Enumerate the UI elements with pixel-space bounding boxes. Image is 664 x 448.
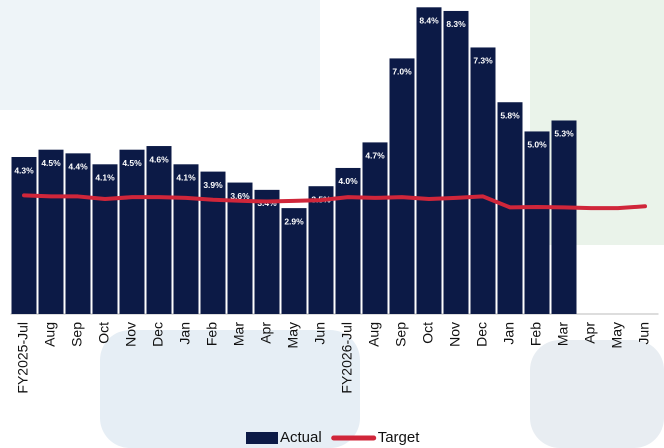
x-tick-label: May — [609, 322, 625, 348]
x-tick-label: Oct — [96, 322, 112, 344]
data-label: 5.0% — [527, 140, 547, 150]
x-tick-label: Feb — [528, 322, 544, 346]
data-label: 2.9% — [284, 216, 304, 226]
background-panel — [100, 330, 360, 448]
bar — [551, 120, 577, 314]
plot-area: 4.3%4.5% 4.4%4.1%4.5% 4.6%4.1%3.9%3.6%3.4%… — [10, 7, 659, 394]
data-label: 4.6% — [149, 154, 169, 164]
data-label: 4.1% — [95, 173, 115, 183]
legend-label: Actual — [280, 429, 322, 446]
data-label: 3.6% — [230, 191, 250, 201]
bar — [416, 7, 442, 314]
x-tick-label: May — [285, 322, 301, 348]
bar — [65, 153, 91, 314]
bar — [308, 186, 334, 314]
bar — [254, 189, 280, 314]
background-panel — [530, 340, 664, 448]
x-tick-label: Oct — [420, 322, 436, 344]
x-tick-label: FY2025-Jul — [15, 322, 31, 394]
data-label: 8.4% — [419, 16, 439, 26]
x-tick-label: Mar — [231, 322, 247, 346]
bar — [92, 164, 118, 314]
bar — [227, 182, 253, 314]
data-label: 8.3% — [446, 19, 466, 29]
x-tick-label: Apr — [582, 322, 598, 344]
bar — [443, 10, 469, 314]
bar — [362, 142, 388, 314]
data-label: 4.7% — [365, 151, 385, 161]
x-tick-label: Mar — [555, 322, 571, 346]
bar — [11, 157, 37, 314]
data-label: 3.9% — [203, 180, 223, 190]
bar — [335, 167, 361, 314]
x-tick-label: Jan — [501, 322, 517, 345]
data-label: 4.5% — [41, 158, 61, 168]
legend-label: Target — [378, 429, 421, 446]
bar — [470, 47, 496, 314]
data-label: 4.5% — [122, 158, 142, 168]
x-tick-label: Jun — [636, 322, 652, 345]
x-tick-label: Dec — [474, 322, 490, 347]
x-tick-label: Nov — [123, 322, 139, 347]
data-label: 4.0% — [338, 176, 358, 186]
legend: Actual Target — [246, 429, 420, 446]
x-tick-label: Feb — [204, 322, 220, 346]
x-tick-label: Aug — [366, 322, 382, 347]
data-label: 5.8% — [500, 110, 520, 120]
x-tick-label: Nov — [447, 322, 463, 347]
x-tick-label: Aug — [42, 322, 58, 347]
bar — [281, 208, 307, 314]
data-label: 5.3% — [554, 129, 574, 139]
x-tick-label: Jan — [177, 322, 193, 345]
target-line — [22, 193, 647, 211]
bar — [119, 149, 145, 314]
x-tick-label: Apr — [258, 322, 274, 344]
data-label: 4.4% — [68, 162, 88, 172]
data-label: 7.0% — [392, 67, 412, 77]
x-tick-label: Sep — [393, 322, 409, 347]
legend-swatch — [246, 432, 278, 444]
data-label: 4.1% — [176, 173, 196, 183]
bar — [524, 131, 550, 314]
bar — [146, 146, 172, 314]
bar — [200, 171, 226, 314]
data-label: 7.3% — [473, 56, 493, 66]
bar — [389, 58, 415, 314]
bar — [173, 164, 199, 314]
data-label: 4.3% — [14, 165, 34, 175]
x-tick-label: FY2026-Jul — [339, 322, 355, 394]
background-panel — [0, 0, 320, 110]
x-tick-label: Dec — [150, 322, 166, 347]
x-tick-label: Sep — [69, 322, 85, 347]
bar — [38, 149, 64, 314]
x-tick-label: Jun — [312, 322, 328, 345]
